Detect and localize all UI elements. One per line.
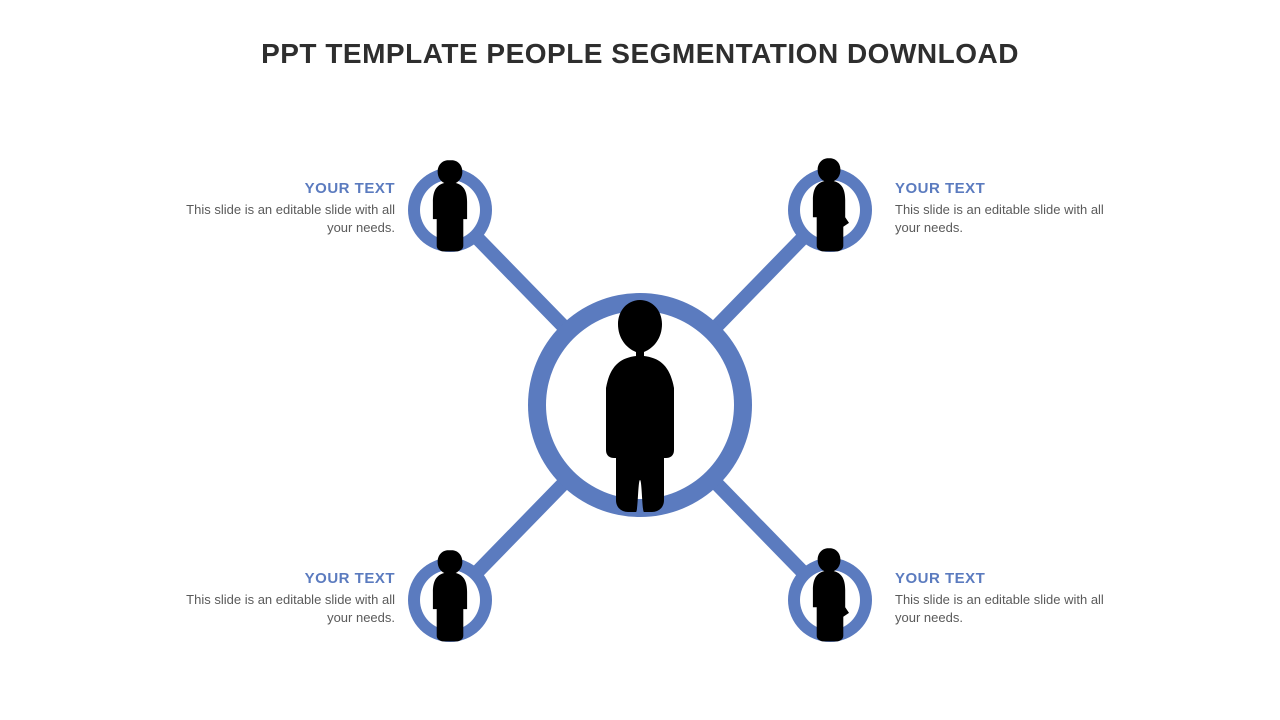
block-tr: YOUR TEXT This slide is an editable slid… <box>895 180 1115 236</box>
block-bl: YOUR TEXT This slide is an editable slid… <box>175 570 395 626</box>
block-tr-heading: YOUR TEXT <box>895 180 1115 197</box>
block-tl-heading: YOUR TEXT <box>175 180 395 197</box>
block-tl-desc: This slide is an editable slide with all… <box>175 201 395 236</box>
block-br-heading: YOUR TEXT <box>895 570 1115 587</box>
block-br-desc: This slide is an editable slide with all… <box>895 591 1115 626</box>
block-br: YOUR TEXT This slide is an editable slid… <box>895 570 1115 626</box>
block-bl-heading: YOUR TEXT <box>175 570 395 587</box>
person-icon-tl <box>433 160 467 251</box>
slide-canvas: PPT TEMPLATE PEOPLE SEGMENTATION DOWNLOA… <box>0 0 1280 720</box>
block-tr-desc: This slide is an editable slide with all… <box>895 201 1115 236</box>
person-icon-bl <box>433 550 467 641</box>
block-bl-desc: This slide is an editable slide with all… <box>175 591 395 626</box>
block-tl: YOUR TEXT This slide is an editable slid… <box>175 180 395 236</box>
